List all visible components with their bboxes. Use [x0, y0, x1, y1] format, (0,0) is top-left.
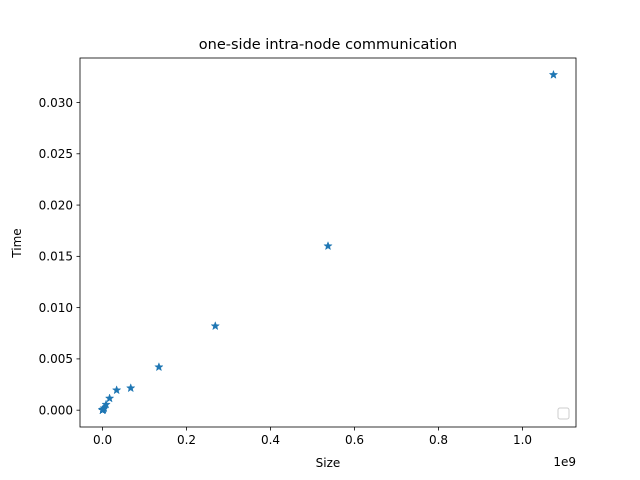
y-tick-label: 0.030: [39, 96, 73, 110]
data-points: [97, 69, 559, 415]
legend-box: [557, 407, 570, 420]
x-tick-label: 0.6: [345, 433, 364, 447]
y-tick-label: 0.020: [39, 198, 73, 212]
data-point-star: [111, 385, 122, 395]
data-point-star: [548, 69, 559, 79]
data-point-star: [125, 383, 136, 393]
data-point-star: [210, 321, 221, 331]
x-tick-label: 0.4: [261, 433, 280, 447]
data-point-star: [101, 399, 111, 409]
x-tick-label: 1.0: [513, 433, 532, 447]
y-tick-label: 0.025: [39, 147, 73, 161]
y-axis: 0.000 0.005 0.010 0.015 0.020 0.025 0.030: [39, 96, 80, 417]
y-tick-label: 0.000: [39, 403, 73, 417]
x-axis-label: Size: [316, 456, 341, 470]
chart-title: one-side intra-node communication: [199, 37, 457, 53]
x-tick-label: 0.8: [429, 433, 448, 447]
x-tick-label: 0.0: [93, 433, 112, 447]
y-tick-label: 0.010: [39, 301, 73, 315]
x-axis-offset-text: 1e9: [553, 455, 576, 469]
y-axis-label: Time: [10, 228, 24, 258]
data-point-star: [323, 241, 333, 251]
data-point-star: [104, 393, 115, 403]
data-point-star: [154, 362, 164, 372]
plot-area-frame: [79, 57, 577, 428]
y-tick-label: 0.015: [39, 250, 73, 264]
y-tick-label: 0.005: [39, 352, 73, 366]
x-tick-label: 0.2: [177, 433, 196, 447]
x-axis: 0.0 0.2 0.4 0.6 0.8 1.0: [93, 427, 532, 447]
